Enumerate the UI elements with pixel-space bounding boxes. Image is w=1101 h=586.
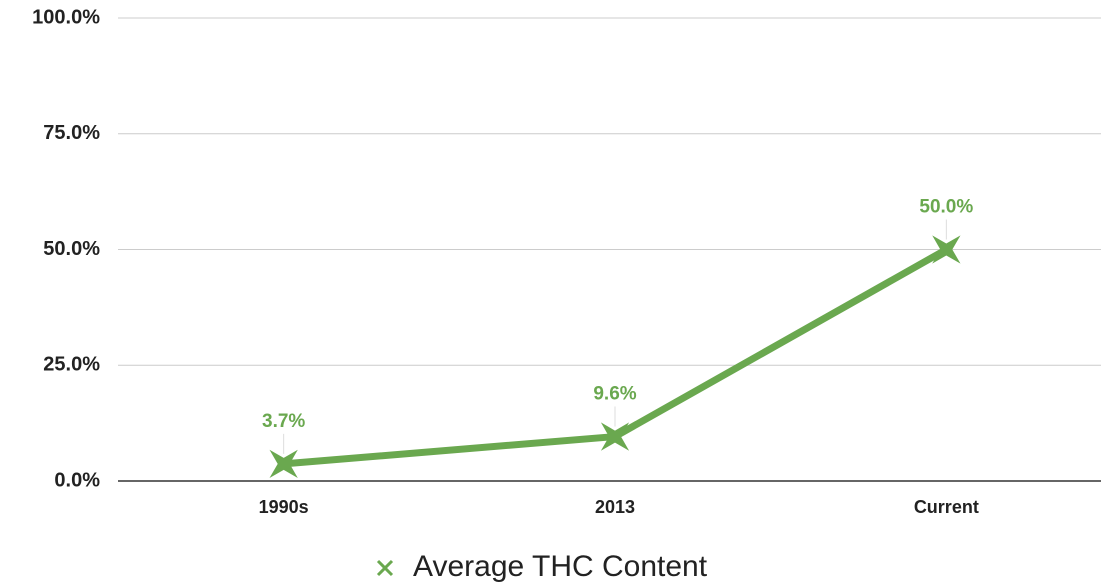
point-marker (269, 449, 298, 478)
data-label: 50.0% (919, 197, 973, 218)
y-tick-label: 25.0% (43, 354, 100, 376)
y-tick-label: 0.0% (54, 469, 100, 491)
y-tick-label: 100.0% (32, 6, 100, 28)
data-label: 3.7% (262, 411, 305, 432)
x-tick-label: 1990s (259, 497, 309, 517)
x-tick-label: Current (914, 497, 979, 517)
data-label: 9.6% (593, 384, 636, 405)
point-marker (600, 422, 630, 451)
y-tick-label: 50.0% (43, 238, 100, 260)
point-marker (932, 235, 961, 264)
x-tick-label: 2013 (595, 497, 635, 517)
y-tick-label: 75.0% (43, 122, 100, 144)
legend-label: Average THC Content (413, 550, 708, 583)
legend-marker (376, 559, 394, 577)
